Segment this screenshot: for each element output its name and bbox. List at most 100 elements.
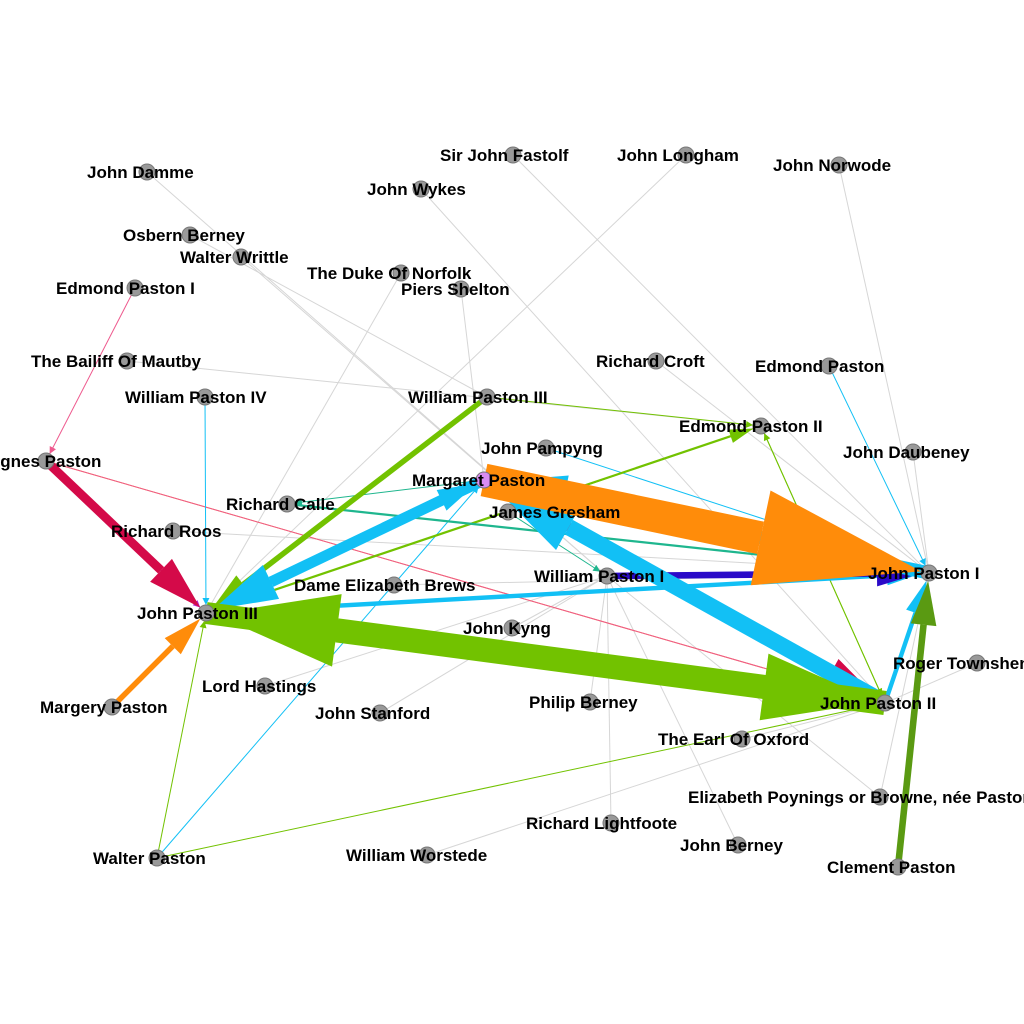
edge-arrowhead [202,597,210,606]
edge-line [45,287,136,462]
node-earl-oxford[interactable] [733,730,751,748]
edge-line [486,396,762,427]
node-osbern-berney[interactable] [181,226,199,244]
node-label-john-paston-iii: John Paston III [137,604,258,623]
edge-line [912,451,930,574]
node-richard-croft[interactable] [647,352,665,370]
node-clement-paston[interactable] [889,858,907,876]
node-john-paston-iii[interactable] [197,604,215,622]
edge-john-longham-to-john-paston-iii [205,154,687,614]
node-walter-writtle[interactable] [232,248,250,266]
node-label-piers-shelton: Piers Shelton [401,280,510,299]
edge-arrowhead [164,618,201,655]
edge-agnes-paston-to-john-paston-iii [42,457,201,608]
node-walter-paston[interactable] [148,849,166,867]
node-john-norwode[interactable] [830,156,848,174]
node-duke-norfolk[interactable] [392,264,410,282]
node-label-william-paston-iii: William Paston III [408,388,548,407]
edge-line [460,288,485,481]
edge-piers-shelton-to-margaret-paston [460,288,485,481]
edge-line [564,519,890,711]
node-label-margaret-paston: Margaret Paston [412,471,545,490]
node-label-john-daubeney: John Daubeney [843,443,970,462]
edge-line [606,575,612,824]
node-bailiff-mautby[interactable] [118,352,136,370]
edge-clement-paston-to-john-paston-i [894,580,937,868]
node-john-pampyng[interactable] [537,439,555,457]
node-label-john-kyng: John Kyng [463,619,551,638]
node-john-paston-ii[interactable] [876,694,894,712]
edge-line [268,475,487,587]
node-john-damme[interactable] [138,163,156,181]
node-label-dame-elizabeth-brews: Dame Elizabeth Brews [294,576,475,595]
edge-arrowhead [750,490,922,586]
node-james-gresham[interactable] [499,503,517,521]
node-label-john-berney: John Berney [680,836,784,855]
node-label-margery-paston: Margery Paston [40,698,168,717]
edge-line [205,272,402,614]
node-richard-lightfoote[interactable] [602,814,620,832]
node-john-paston-i[interactable] [920,564,938,582]
node-sir-john-fastolf[interactable] [504,146,522,164]
node-edmond-paston[interactable] [820,357,838,375]
edge-john-berney-to-william-paston-i [606,575,739,846]
node-john-longham[interactable] [677,146,695,164]
node-label-john-paston-i: John Paston I [868,564,979,583]
edge-john-daubeney-to-john-paston-i [912,451,930,574]
node-william-paston-iv[interactable] [196,388,214,406]
node-label-john-damme: John Damme [87,163,194,182]
node-edmond-paston-i[interactable] [126,279,144,297]
edge-arrowhead [213,564,280,610]
node-william-paston-iii[interactable] [478,388,496,406]
node-john-wykes[interactable] [412,180,430,198]
node-william-worstede[interactable] [418,846,436,864]
node-john-berney[interactable] [729,836,747,854]
node-label-earl-oxford: The Earl Of Oxford [658,730,809,749]
node-edmond-paston-ii[interactable] [752,417,770,435]
node-richard-roos[interactable] [164,522,182,540]
edge-line [205,154,687,614]
edge-line [42,457,165,574]
node-william-paston-i[interactable] [598,567,616,585]
label-layer: John Damme Osbern Berney Walter Writtle The… [0,146,1024,877]
edge-arrowhead [294,498,303,506]
node-label-agnes-paston: Agnes Paston [0,452,101,471]
node-john-kyng[interactable] [503,619,521,637]
node-roger-townshend[interactable] [968,654,986,672]
edge-arrowhead [212,575,251,609]
edge-line [205,435,732,615]
node-john-daubeney[interactable] [904,443,922,461]
edge-edmond-paston-to-john-paston-i [828,365,930,574]
edge-line [511,575,608,629]
edge-arrowhead [49,446,56,454]
node-dame-elizabeth-brews[interactable] [385,576,403,594]
node-margaret-paston[interactable] [475,471,493,489]
node-elizabeth-poynings[interactable] [871,788,889,806]
node-lord-hastings[interactable] [256,677,274,695]
edge-william-paston-iii-to-edmond-paston-ii [486,396,762,428]
edge-sir-john-fastolf-to-john-paston-i [512,154,930,574]
node-label-richard-roos: Richard Roos [111,522,222,541]
edge-arrowhead [150,558,201,608]
edge-john-norwode-to-john-paston-i [838,164,930,574]
node-john-stanford[interactable] [371,704,389,722]
node-margery-paston[interactable] [103,698,121,716]
edge-margery-paston-to-john-paston-iii [110,618,201,709]
node-label-sir-john-fastolf: Sir John Fastolf [440,146,569,165]
edge-line [589,575,608,703]
node-agnes-paston[interactable] [37,452,55,470]
node-label-bailiff-mautby: The Bailiff Of Mautby [31,352,202,371]
node-label-richard-lightfoote: Richard Lightfoote [526,814,677,833]
edge-arrowhead [910,580,937,627]
edge-line [420,188,886,704]
edge-margaret-paston-to-john-paston-i [480,463,922,586]
edge-john-paston-iii-to-edmond-paston-ii [205,428,754,615]
node-richard-calle[interactable] [278,495,296,513]
edge-line [110,644,175,709]
node-piers-shelton[interactable] [452,280,470,298]
edge-john-kyng-to-william-paston-i [511,575,608,629]
node-label-edmond-paston-i: Edmond Paston I [56,279,195,298]
node-philip-berney[interactable] [581,693,599,711]
